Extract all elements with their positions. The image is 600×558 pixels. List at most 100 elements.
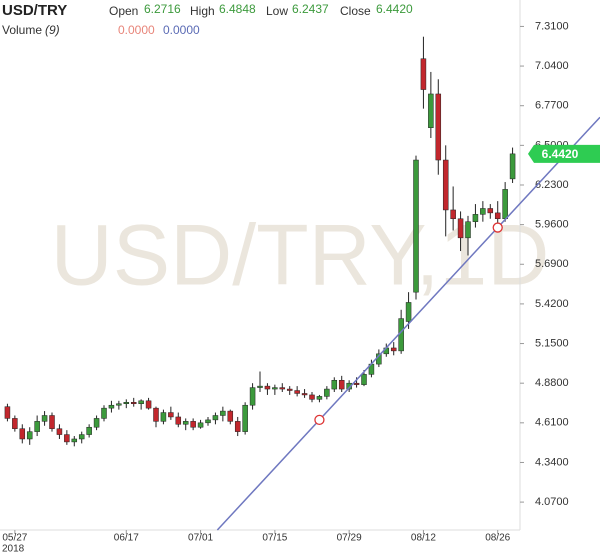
candle-body (160, 412, 167, 422)
x-tick-label: 07/15 (262, 533, 287, 544)
candle-body (435, 93, 442, 161)
candle-body (494, 212, 501, 220)
candle-body (428, 93, 434, 128)
candle-body (442, 159, 449, 211)
candle-body (123, 402, 130, 404)
candle-body (220, 410, 226, 416)
candle-body (242, 404, 248, 432)
high-label: High (190, 4, 215, 18)
candle-body (116, 403, 122, 406)
high-value: 6.4848 (219, 2, 256, 16)
candle-body (249, 387, 256, 406)
y-tick-label: 7.3100 (535, 20, 569, 32)
candle-body (12, 418, 18, 429)
watermark: USD/TRY,1D (51, 208, 550, 304)
y-tick-label: 5.6900 (535, 258, 569, 270)
open-label: Open (109, 4, 138, 18)
candle-body (324, 388, 330, 397)
candle-body (472, 214, 479, 222)
trendline (216, 116, 600, 531)
candle-body (450, 209, 456, 220)
x-tick-label: 07/01 (188, 533, 213, 544)
x-tick-label: 06/17 (114, 533, 139, 544)
volume-value: 0.0000 (118, 23, 155, 37)
candle-body (197, 422, 204, 428)
candle-body (294, 390, 300, 394)
candle-body (316, 396, 323, 400)
candle-body (413, 159, 419, 293)
candle-body (405, 302, 412, 322)
candle-body (457, 218, 464, 239)
y-tick-label: 6.7700 (535, 100, 569, 112)
candle-body (487, 208, 494, 214)
candle-body (182, 421, 189, 425)
volume-label: Volume (2, 23, 42, 37)
candle-body (264, 385, 271, 390)
candle-body (64, 434, 70, 443)
candle-body (420, 58, 427, 90)
last-price-tag (528, 144, 600, 163)
candle-body (108, 404, 115, 409)
candle-body (93, 418, 100, 428)
open-value: 6.2716 (144, 2, 181, 16)
candle-body (138, 400, 144, 404)
last-price-label: 6.4420 (542, 147, 579, 161)
chart-title: USD/TRY (2, 2, 67, 19)
candle-body (390, 347, 397, 352)
candle-body (78, 434, 85, 440)
candle-body (41, 415, 48, 422)
candle-body (168, 412, 174, 418)
candle-body (49, 415, 55, 429)
y-tick-label: 4.0700 (535, 496, 569, 508)
candle-body (509, 153, 516, 180)
candle-body (86, 426, 92, 435)
trend-anchor (492, 222, 503, 233)
candle-body (309, 394, 315, 400)
candle-body (19, 428, 26, 440)
close-value: 6.4420 (376, 2, 413, 16)
candle-body (101, 407, 107, 419)
y-tick-label: 4.3400 (535, 456, 569, 468)
candle-body (205, 419, 211, 424)
candle-body (26, 431, 33, 440)
candle-body (465, 221, 471, 239)
candle-body (286, 388, 293, 391)
low-label: Low (266, 4, 288, 18)
candle-body (338, 379, 345, 390)
candle-body (398, 318, 404, 352)
candle-body (502, 189, 508, 220)
candle-body (4, 406, 11, 419)
x-tick-label: 07/29 (337, 533, 362, 544)
candle-body (153, 407, 159, 422)
candle-body (279, 387, 286, 390)
y-tick-label: 5.1500 (535, 337, 569, 349)
volume-value: 0.0000 (163, 23, 200, 37)
candle-body (130, 402, 137, 404)
y-tick-label: 6.2300 (535, 179, 569, 191)
close-label: Close (340, 4, 371, 18)
candle-body (257, 385, 263, 388)
x-tick-label: 05/27 (2, 533, 27, 544)
candle-body (272, 387, 278, 390)
y-tick-label: 7.0400 (535, 60, 569, 72)
volume-period: (9) (45, 23, 60, 37)
x-tick-label: 08/12 (411, 533, 436, 544)
year-label: 2018 (2, 544, 25, 555)
low-value: 6.2437 (292, 2, 329, 16)
candle-body (175, 416, 182, 425)
y-tick-label: 5.4200 (535, 298, 569, 310)
y-tick-label: 4.8800 (535, 377, 569, 389)
candle-body (71, 438, 78, 443)
trend-anchor (314, 414, 325, 426)
candle-body (301, 393, 308, 396)
candle-body (145, 400, 152, 409)
candle-body (234, 421, 241, 432)
candle-body (190, 421, 196, 428)
candle-body (34, 421, 40, 432)
candle-body (353, 382, 360, 385)
candle-body (212, 415, 219, 421)
candle-body (331, 379, 338, 390)
candle-body (56, 428, 63, 435)
x-tick-label: 08/26 (485, 533, 510, 544)
